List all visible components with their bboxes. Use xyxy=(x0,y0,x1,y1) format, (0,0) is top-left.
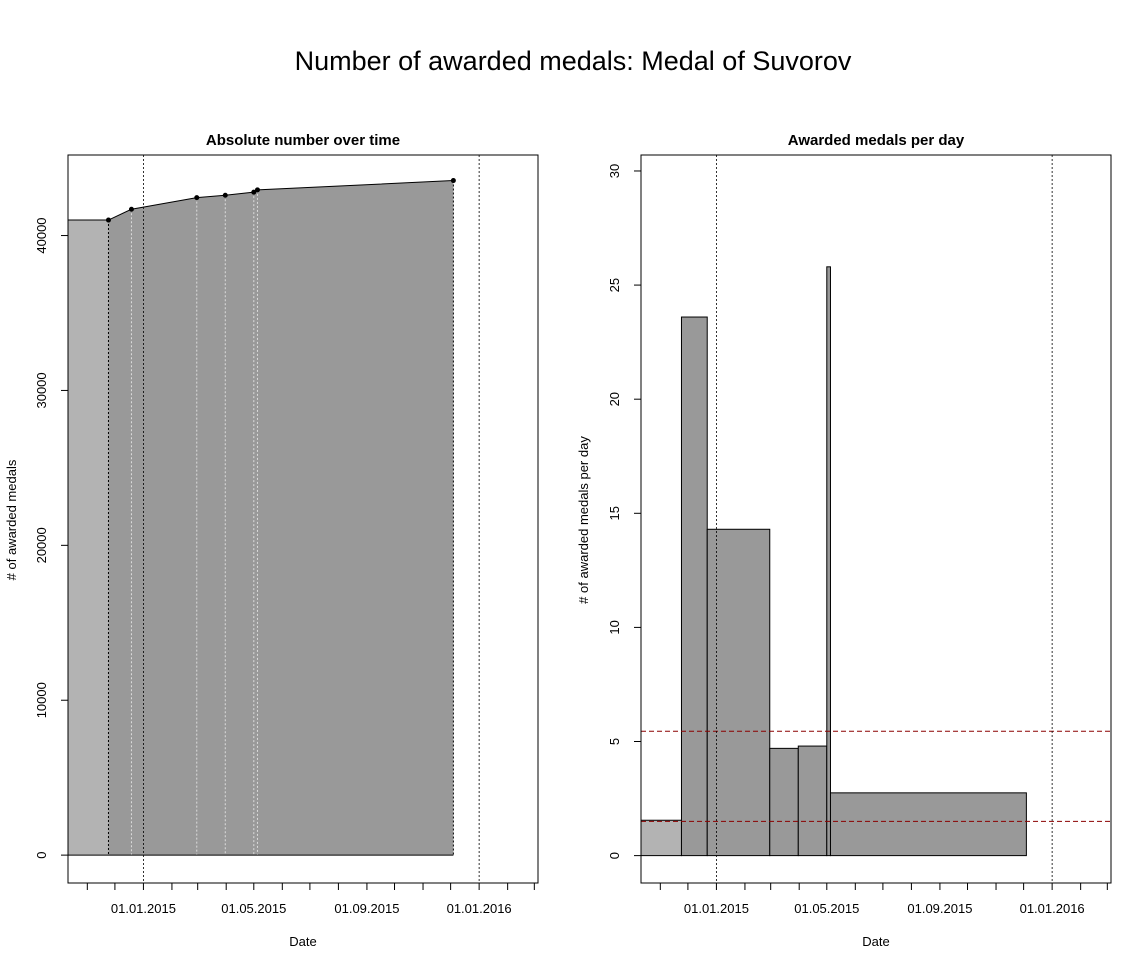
y-tick-label: 10000 xyxy=(34,682,49,718)
x-tick-label: 01.09.2015 xyxy=(334,901,399,916)
y-tick-label: 30 xyxy=(607,164,622,178)
y-tick-label: 10 xyxy=(607,620,622,634)
y-tick-label: 20000 xyxy=(34,527,49,563)
bar xyxy=(640,819,682,857)
y-tick-label: 0 xyxy=(34,852,49,859)
plot-frame xyxy=(640,154,1112,884)
data-point xyxy=(128,206,134,212)
figure-title: Number of awarded medals: Medal of Suvor… xyxy=(295,46,852,76)
bar xyxy=(680,316,708,857)
y-tick-label: 40000 xyxy=(34,217,49,253)
area-baseline xyxy=(68,220,109,856)
y-tick-label: 0 xyxy=(607,852,622,859)
y-tick-label: 15 xyxy=(607,506,622,520)
panel-title: Absolute number over time xyxy=(206,132,400,149)
data-point xyxy=(194,195,200,201)
x-tick-label: 01.09.2015 xyxy=(907,901,972,916)
bar xyxy=(829,792,1027,857)
panel-title: Awarded medals per day xyxy=(788,132,965,149)
absolute-number-panel: Absolute number over time Date # of awar… xyxy=(4,132,539,949)
per-day-panel: Awarded medals per day Date # of awarded… xyxy=(576,132,1112,949)
plot-frame xyxy=(67,154,539,884)
bar xyxy=(769,747,799,857)
x-tick-label: 01.01.2015 xyxy=(111,901,176,916)
x-tick-label: 01.01.2015 xyxy=(684,901,749,916)
data-point xyxy=(251,189,257,195)
y-axis-label: # of awarded medals per day xyxy=(576,436,591,604)
bar xyxy=(706,528,771,857)
data-point xyxy=(254,187,260,193)
y-tick-label: 30000 xyxy=(34,372,49,408)
x-tick-label: 01.01.2016 xyxy=(447,901,512,916)
bar xyxy=(826,266,831,857)
y-tick-label: 25 xyxy=(607,278,622,292)
x-tick-label: 01.05.2015 xyxy=(221,901,286,916)
y-axis-label: # of awarded medals xyxy=(4,459,19,580)
y-tick-label: 20 xyxy=(607,392,622,406)
x-tick-label: 01.05.2015 xyxy=(794,901,859,916)
area-fill xyxy=(108,180,454,856)
bar xyxy=(797,745,828,857)
x-axis-label: Date xyxy=(289,934,316,949)
data-point xyxy=(222,192,228,198)
y-tick-label: 5 xyxy=(607,738,622,745)
x-axis-label: Date xyxy=(862,934,889,949)
data-point xyxy=(450,178,456,184)
data-point xyxy=(105,217,111,223)
x-tick-label: 01.01.2016 xyxy=(1020,901,1085,916)
